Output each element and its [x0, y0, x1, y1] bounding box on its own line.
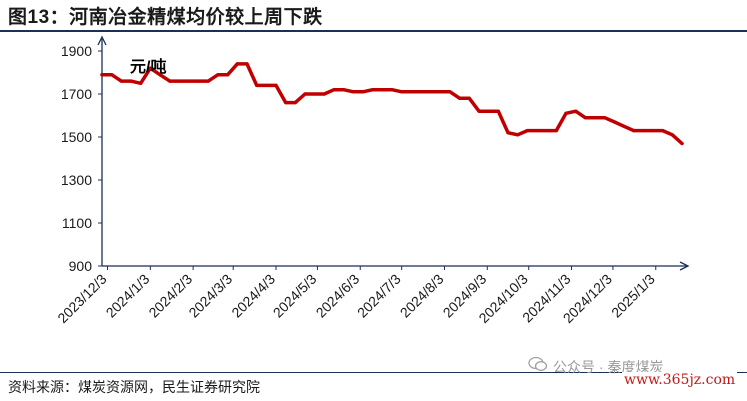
series-group: [100, 62, 684, 146]
y-axis: 900 1100 1300 1500 1700 1900: [61, 35, 107, 274]
y-tick-label: 900: [69, 258, 93, 274]
data-point: [622, 124, 626, 128]
x-tick-label: 2024/8/3: [397, 271, 447, 321]
data-point: [574, 109, 578, 113]
data-point: [148, 66, 152, 70]
x-tick-label: 2024/7/3: [354, 271, 404, 321]
y-tick-label: 1700: [61, 86, 92, 102]
data-point: [284, 101, 288, 105]
x-tick-label: 2024/5/3: [270, 271, 320, 321]
x-axis-arrow: [679, 261, 690, 271]
data-point: [545, 129, 549, 133]
data-point: [361, 90, 365, 94]
data-point: [554, 129, 558, 133]
data-point: [110, 73, 114, 77]
y-axis-arrow: [97, 35, 107, 46]
data-point: [670, 133, 674, 137]
wechat-icon: [528, 356, 548, 371]
data-point: [429, 90, 433, 94]
data-point: [274, 83, 278, 87]
data-point: [158, 73, 162, 77]
x-axis: 2023/12/32024/1/32024/2/32024/3/32024/4/…: [54, 261, 690, 327]
data-point: [535, 129, 539, 133]
data-point: [332, 88, 336, 92]
x-tick-label: 2024/1/3: [103, 271, 153, 321]
watermark-text: 公众号 · 秦度煤炭: [553, 359, 664, 375]
data-point: [506, 131, 510, 135]
x-tick-label: 2024/6/3: [313, 271, 363, 321]
data-point: [197, 79, 201, 83]
data-point: [516, 133, 520, 137]
data-point: [139, 81, 143, 85]
data-point: [264, 83, 268, 87]
data-point: [477, 109, 481, 113]
data-point: [100, 73, 104, 77]
data-point: [438, 90, 442, 94]
data-point: [371, 88, 375, 92]
line-chart: 900 1100 1300 1500 1700 1900 2023/12/32024/1/…: [54, 35, 690, 327]
y-tick-label: 1300: [61, 172, 92, 188]
y-tick-label: 1900: [61, 43, 92, 59]
title-divider: [0, 30, 747, 32]
figure-title: 图13：河南冶金精煤均价较上周下跌: [8, 7, 323, 28]
data-point: [322, 92, 326, 96]
unit-label: 元/吨: [130, 57, 166, 76]
data-point: [593, 116, 597, 120]
source-note: 资料来源：煤炭资源网，民生证券研究院: [8, 379, 260, 395]
data-point: [496, 109, 500, 113]
data-point: [419, 90, 423, 94]
data-point: [467, 96, 471, 100]
data-point: [313, 92, 317, 96]
data-point: [293, 101, 297, 105]
data-point: [129, 79, 133, 83]
y-tick-label: 1500: [61, 129, 92, 145]
data-point: [400, 90, 404, 94]
watermark-url: www.365jz.com: [622, 372, 738, 388]
data-point: [245, 62, 249, 66]
data-point: [448, 90, 452, 94]
data-point: [177, 79, 181, 83]
x-tick-label: 2025/1/3: [608, 271, 658, 321]
series-line: [100, 62, 684, 146]
data-point: [342, 88, 346, 92]
data-point: [680, 141, 684, 146]
x-tick-label: 2023/12/3: [54, 271, 110, 327]
data-point: [651, 129, 655, 133]
data-point: [255, 83, 259, 87]
data-point: [206, 79, 210, 83]
data-point: [226, 73, 230, 77]
footer-divider: [0, 372, 747, 373]
data-point: [216, 73, 220, 77]
data-point: [390, 88, 394, 92]
data-point: [409, 90, 413, 94]
data-point: [632, 129, 636, 133]
data-point: [661, 129, 665, 133]
data-point: [564, 111, 568, 115]
data-point: [380, 88, 384, 92]
data-point: [458, 96, 462, 100]
x-tick-label: 2024/4/3: [228, 271, 278, 321]
x-tick-label: 2024/3/3: [185, 271, 235, 321]
data-point: [351, 90, 355, 94]
data-point: [612, 120, 616, 124]
data-point: [119, 79, 123, 83]
y-tick-label: 1100: [62, 215, 92, 231]
data-point: [641, 129, 645, 133]
data-point: [168, 79, 172, 83]
data-point: [235, 62, 239, 66]
data-point: [603, 116, 607, 120]
data-point: [303, 92, 307, 96]
data-point: [187, 79, 191, 83]
data-point: [525, 129, 529, 133]
data-point: [583, 116, 587, 120]
data-point: [487, 109, 491, 113]
